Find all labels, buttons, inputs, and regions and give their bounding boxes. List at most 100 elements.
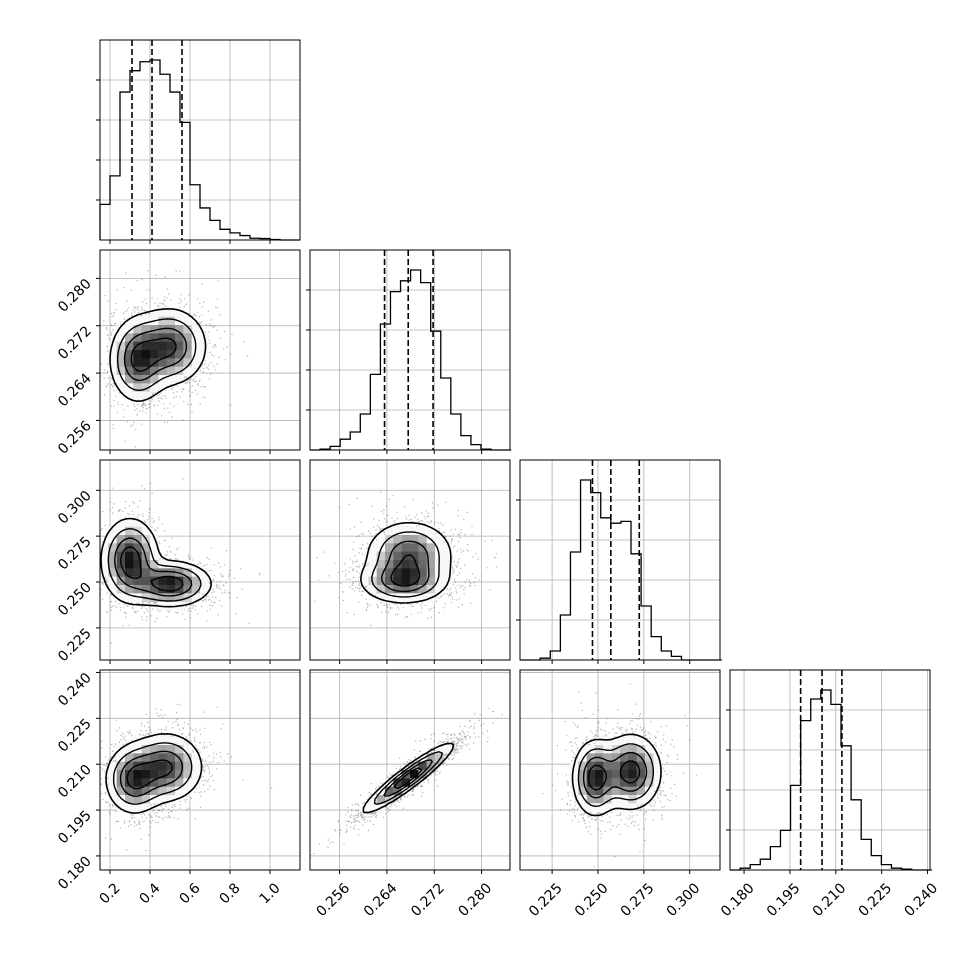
density-cell [401, 585, 411, 594]
density-cell [166, 316, 176, 326]
density-cell [376, 568, 386, 578]
density-cell [611, 770, 621, 779]
density-cell [141, 560, 151, 569]
density-cell [166, 576, 176, 586]
density-cell [141, 391, 151, 401]
density-cell [385, 543, 394, 553]
contour-line [120, 546, 184, 592]
density-cell [385, 786, 394, 796]
density-cell [376, 535, 386, 544]
density-cell [150, 593, 159, 603]
hist-panel-2 [516, 459, 722, 664]
density-cell [443, 745, 453, 754]
density-cell [628, 803, 638, 813]
density-cell [158, 786, 168, 796]
density-cell [401, 576, 411, 586]
density-cell [125, 560, 134, 569]
density-cell [116, 535, 126, 544]
density-cell [645, 753, 654, 763]
density-cell [628, 770, 638, 779]
density-cell [191, 770, 201, 779]
density-cell [108, 585, 118, 594]
density-cell [611, 795, 621, 804]
contour-line [390, 554, 421, 587]
density-cell [150, 761, 159, 771]
density-cell [368, 551, 378, 561]
density-cell [141, 770, 151, 779]
density-cell [435, 543, 444, 553]
contour-line [119, 750, 184, 797]
density-cell [611, 761, 621, 771]
density-plot [541, 683, 697, 868]
density-cell [603, 770, 613, 779]
density-cell [166, 761, 176, 771]
density-cell [376, 560, 386, 569]
density-cell [628, 753, 638, 763]
histogram-step [310, 269, 512, 451]
density-cell [595, 736, 604, 746]
density-cell [125, 526, 134, 536]
density-cell [191, 761, 201, 771]
density-cell [125, 753, 134, 763]
density-cell [150, 350, 159, 359]
contour-line [123, 327, 188, 381]
density-cell [410, 551, 419, 561]
density-cell [586, 745, 596, 754]
density-cell [645, 770, 654, 779]
density-cell [141, 803, 151, 813]
contour-line [107, 528, 202, 602]
density-cell [141, 383, 151, 393]
density-cell [158, 366, 168, 376]
density-cell [116, 593, 126, 603]
density-cell [158, 745, 168, 754]
density-cell [645, 778, 654, 788]
density-cell [141, 568, 151, 578]
density-cell [158, 778, 168, 788]
density-cell [125, 518, 134, 528]
density-panel-2-3 [519, 669, 721, 874]
density-cell [150, 333, 159, 343]
density-cell [393, 543, 403, 553]
density-cell [175, 366, 184, 376]
density-cell [166, 770, 176, 779]
density-cell [150, 341, 159, 351]
density-cell [125, 551, 134, 561]
density-cell [108, 568, 118, 578]
density-cell [158, 753, 168, 763]
contour-line [105, 733, 203, 814]
panel-frame [309, 249, 511, 451]
density-cell [611, 745, 621, 754]
density-cell [150, 745, 159, 754]
density-panel-0-3 [96, 669, 301, 874]
x-tick-label: 0.250 [572, 880, 612, 920]
contour-line [100, 517, 212, 608]
density-cell [393, 535, 403, 544]
density-cell [116, 786, 126, 796]
density-cell [150, 770, 159, 779]
density-cell [141, 753, 151, 763]
density-cell [586, 761, 596, 771]
density-cell [578, 803, 588, 813]
density-cell [401, 593, 411, 603]
density-cell [141, 585, 151, 594]
hist-panel-0 [96, 39, 301, 244]
density-cell [360, 803, 369, 813]
density-cell [158, 736, 168, 746]
density-cell [603, 795, 613, 804]
y-tick-label: 0.195 [55, 808, 95, 848]
density-cell [443, 543, 453, 553]
density-cell [645, 795, 654, 804]
density-cell [595, 795, 604, 804]
density-cell [175, 745, 184, 754]
density-cell [435, 745, 444, 754]
density-cell [166, 753, 176, 763]
density-cell [108, 341, 118, 351]
density-cell [418, 568, 428, 578]
density-panel-0-1 [96, 249, 301, 454]
density-cell [410, 770, 419, 779]
density-cell [175, 778, 184, 788]
density-cell [150, 795, 159, 804]
density-cell [116, 585, 126, 594]
contour-line [381, 540, 430, 593]
